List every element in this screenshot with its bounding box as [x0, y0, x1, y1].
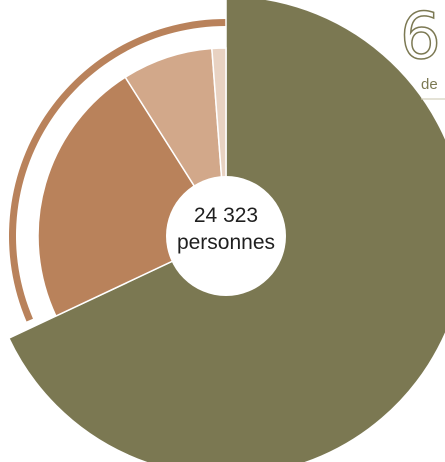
corner-digit: 6: [400, 0, 441, 74]
outer-ring-arc: [8, 19, 226, 322]
outer-ring-layer: [8, 19, 226, 322]
center-total-unit: personnes: [177, 231, 275, 254]
donut-hole: [166, 176, 286, 296]
corner-word: de: [421, 76, 438, 93]
slice-layer: [7, 0, 445, 462]
center-total-value: 24 323: [194, 204, 258, 227]
